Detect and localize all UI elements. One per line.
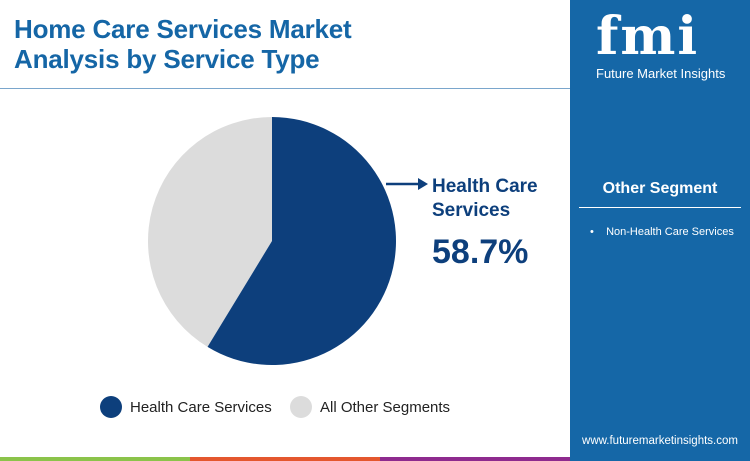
website-url[interactable]: www.futuremarketinsights.com xyxy=(582,435,738,447)
segment-item-label: Non-Health Care Services xyxy=(606,226,734,238)
divider xyxy=(0,88,570,89)
segment-heading: Other Segment xyxy=(602,180,718,197)
title-line-1: Home Care Services Market xyxy=(14,14,352,44)
pie-slice-0 xyxy=(207,117,397,365)
callout-value: 58.7% xyxy=(432,233,529,271)
page-title: Home Care Services Market Analysis by Ser… xyxy=(14,14,352,74)
bottom-bar-orange xyxy=(190,457,380,461)
brand-name: Future Market Insights xyxy=(596,66,726,81)
legend-item-health-care: Health Care Services xyxy=(100,396,272,418)
legend-swatch xyxy=(290,396,312,418)
bottom-bar-green xyxy=(0,457,190,461)
legend-label: Health Care Services xyxy=(130,398,272,416)
callout: Health Care Services 58.7% xyxy=(432,175,552,272)
callout-arrow-head xyxy=(418,178,428,190)
legend-item-other: All Other Segments xyxy=(290,396,450,418)
pie-chart xyxy=(148,117,428,365)
legend-label: All Other Segments xyxy=(320,398,451,416)
segment-item: • Non-Health Care Services xyxy=(590,226,734,238)
segment-divider xyxy=(579,207,741,208)
sidebar: fmi Future Market Insights Other Segment… xyxy=(570,0,750,461)
title-line-2: Analysis by Service Type xyxy=(14,44,320,74)
bottom-bar-purple xyxy=(380,457,570,461)
pie-slice-1 xyxy=(148,117,272,347)
callout-label: Health Care Services xyxy=(432,176,538,221)
legend-swatch xyxy=(100,396,122,418)
fmi-logo: fmi xyxy=(596,6,700,67)
